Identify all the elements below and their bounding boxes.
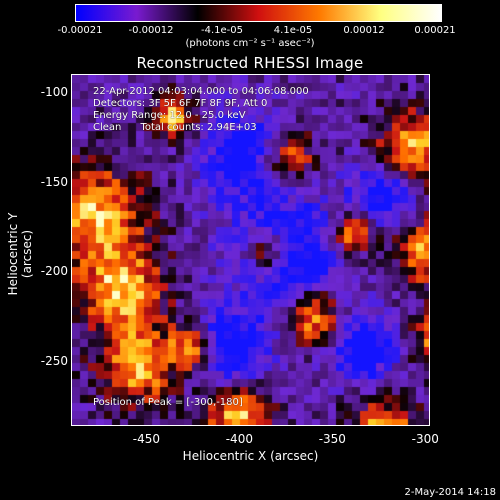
y-tick-label: -200 (40, 264, 68, 279)
colorbar-tick-label: 4.1e-05 (273, 25, 313, 36)
colorbar (75, 4, 442, 22)
annotation-energy: Energy Range: 12.0 - 25.0 keV (93, 110, 246, 121)
y-tick-label: -100 (40, 84, 68, 99)
colorbar-units: (photons cm⁻² s⁻¹ asec⁻²) (185, 38, 315, 49)
heatmap-image (71, 74, 430, 426)
annotation-method: Clean Total counts: 2.94E+03 (93, 122, 257, 133)
x-tick-label: -300 (411, 432, 439, 446)
timestamp: 2-May-2014 14:18 (404, 487, 496, 498)
y-tick-label: -250 (40, 354, 68, 369)
colorbar-tick-label: -4.1e-05 (201, 25, 243, 36)
annotation-time: 22-Apr-2012 04:03:04.000 to 04:06:08.000 (93, 86, 309, 97)
x-tick-label: -350 (318, 432, 346, 446)
chart-title: Reconstructed RHESSI Image (136, 54, 364, 72)
y-tick-label: -150 (40, 174, 68, 189)
annotation-detectors: Detectors: 3F 5F 6F 7F 8F 9F, Att 0 (93, 98, 268, 109)
y-axis-label: Heliocentric Y (arcsec) (6, 212, 34, 296)
x-axis-label: Heliocentric X (arcsec) (182, 449, 319, 463)
annotation-peak: Position of Peak = [-300,-180] (93, 397, 243, 408)
x-tick-label: -450 (132, 432, 160, 446)
colorbar-tick-label: -0.00012 (128, 25, 174, 36)
colorbar-tick-label: -0.00021 (57, 25, 103, 36)
colorbar-tick-label: 0.00021 (414, 25, 456, 36)
colorbar-tick-label: 0.00012 (343, 25, 385, 36)
x-tick-label: -400 (225, 432, 253, 446)
